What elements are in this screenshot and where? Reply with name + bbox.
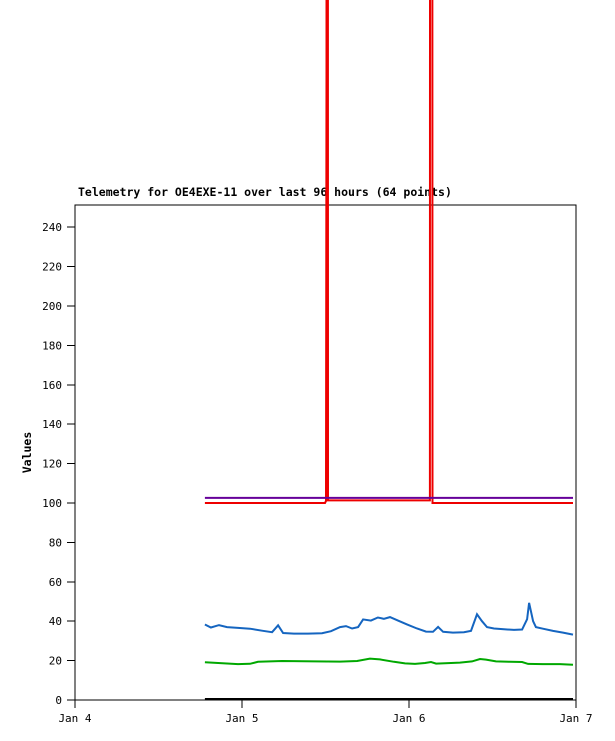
y-tick-label: 240 bbox=[42, 221, 62, 234]
y-tick-label: 100 bbox=[42, 497, 62, 510]
y-tick-label: 200 bbox=[42, 300, 62, 313]
y-tick-label: 20 bbox=[49, 655, 62, 668]
y-tick-label: 180 bbox=[42, 339, 62, 352]
y-tick-label: 0 bbox=[55, 694, 62, 707]
series-line-red bbox=[204, 0, 573, 504]
y-tick-label: 140 bbox=[42, 418, 62, 431]
y-tick-label: 60 bbox=[49, 576, 62, 589]
x-tick-label: Jan 7 bbox=[559, 712, 592, 725]
y-tick-label: 120 bbox=[42, 458, 62, 471]
y-tick-label: 220 bbox=[42, 261, 62, 274]
x-tick-label: Jan 6 bbox=[392, 712, 425, 725]
x-tick-label: Jan 5 bbox=[225, 712, 258, 725]
y-axis-title: Values bbox=[20, 432, 34, 474]
series-line-green bbox=[204, 657, 574, 666]
y-tick-label: 40 bbox=[49, 615, 62, 628]
series-line-blue bbox=[204, 602, 574, 636]
y-tick-label: 160 bbox=[42, 379, 62, 392]
y-tick-label: 80 bbox=[49, 536, 62, 549]
chart-title: Telemetry for OE4EXE-11 over last 96 hou… bbox=[78, 185, 452, 199]
x-tick-label: Jan 4 bbox=[58, 712, 91, 725]
